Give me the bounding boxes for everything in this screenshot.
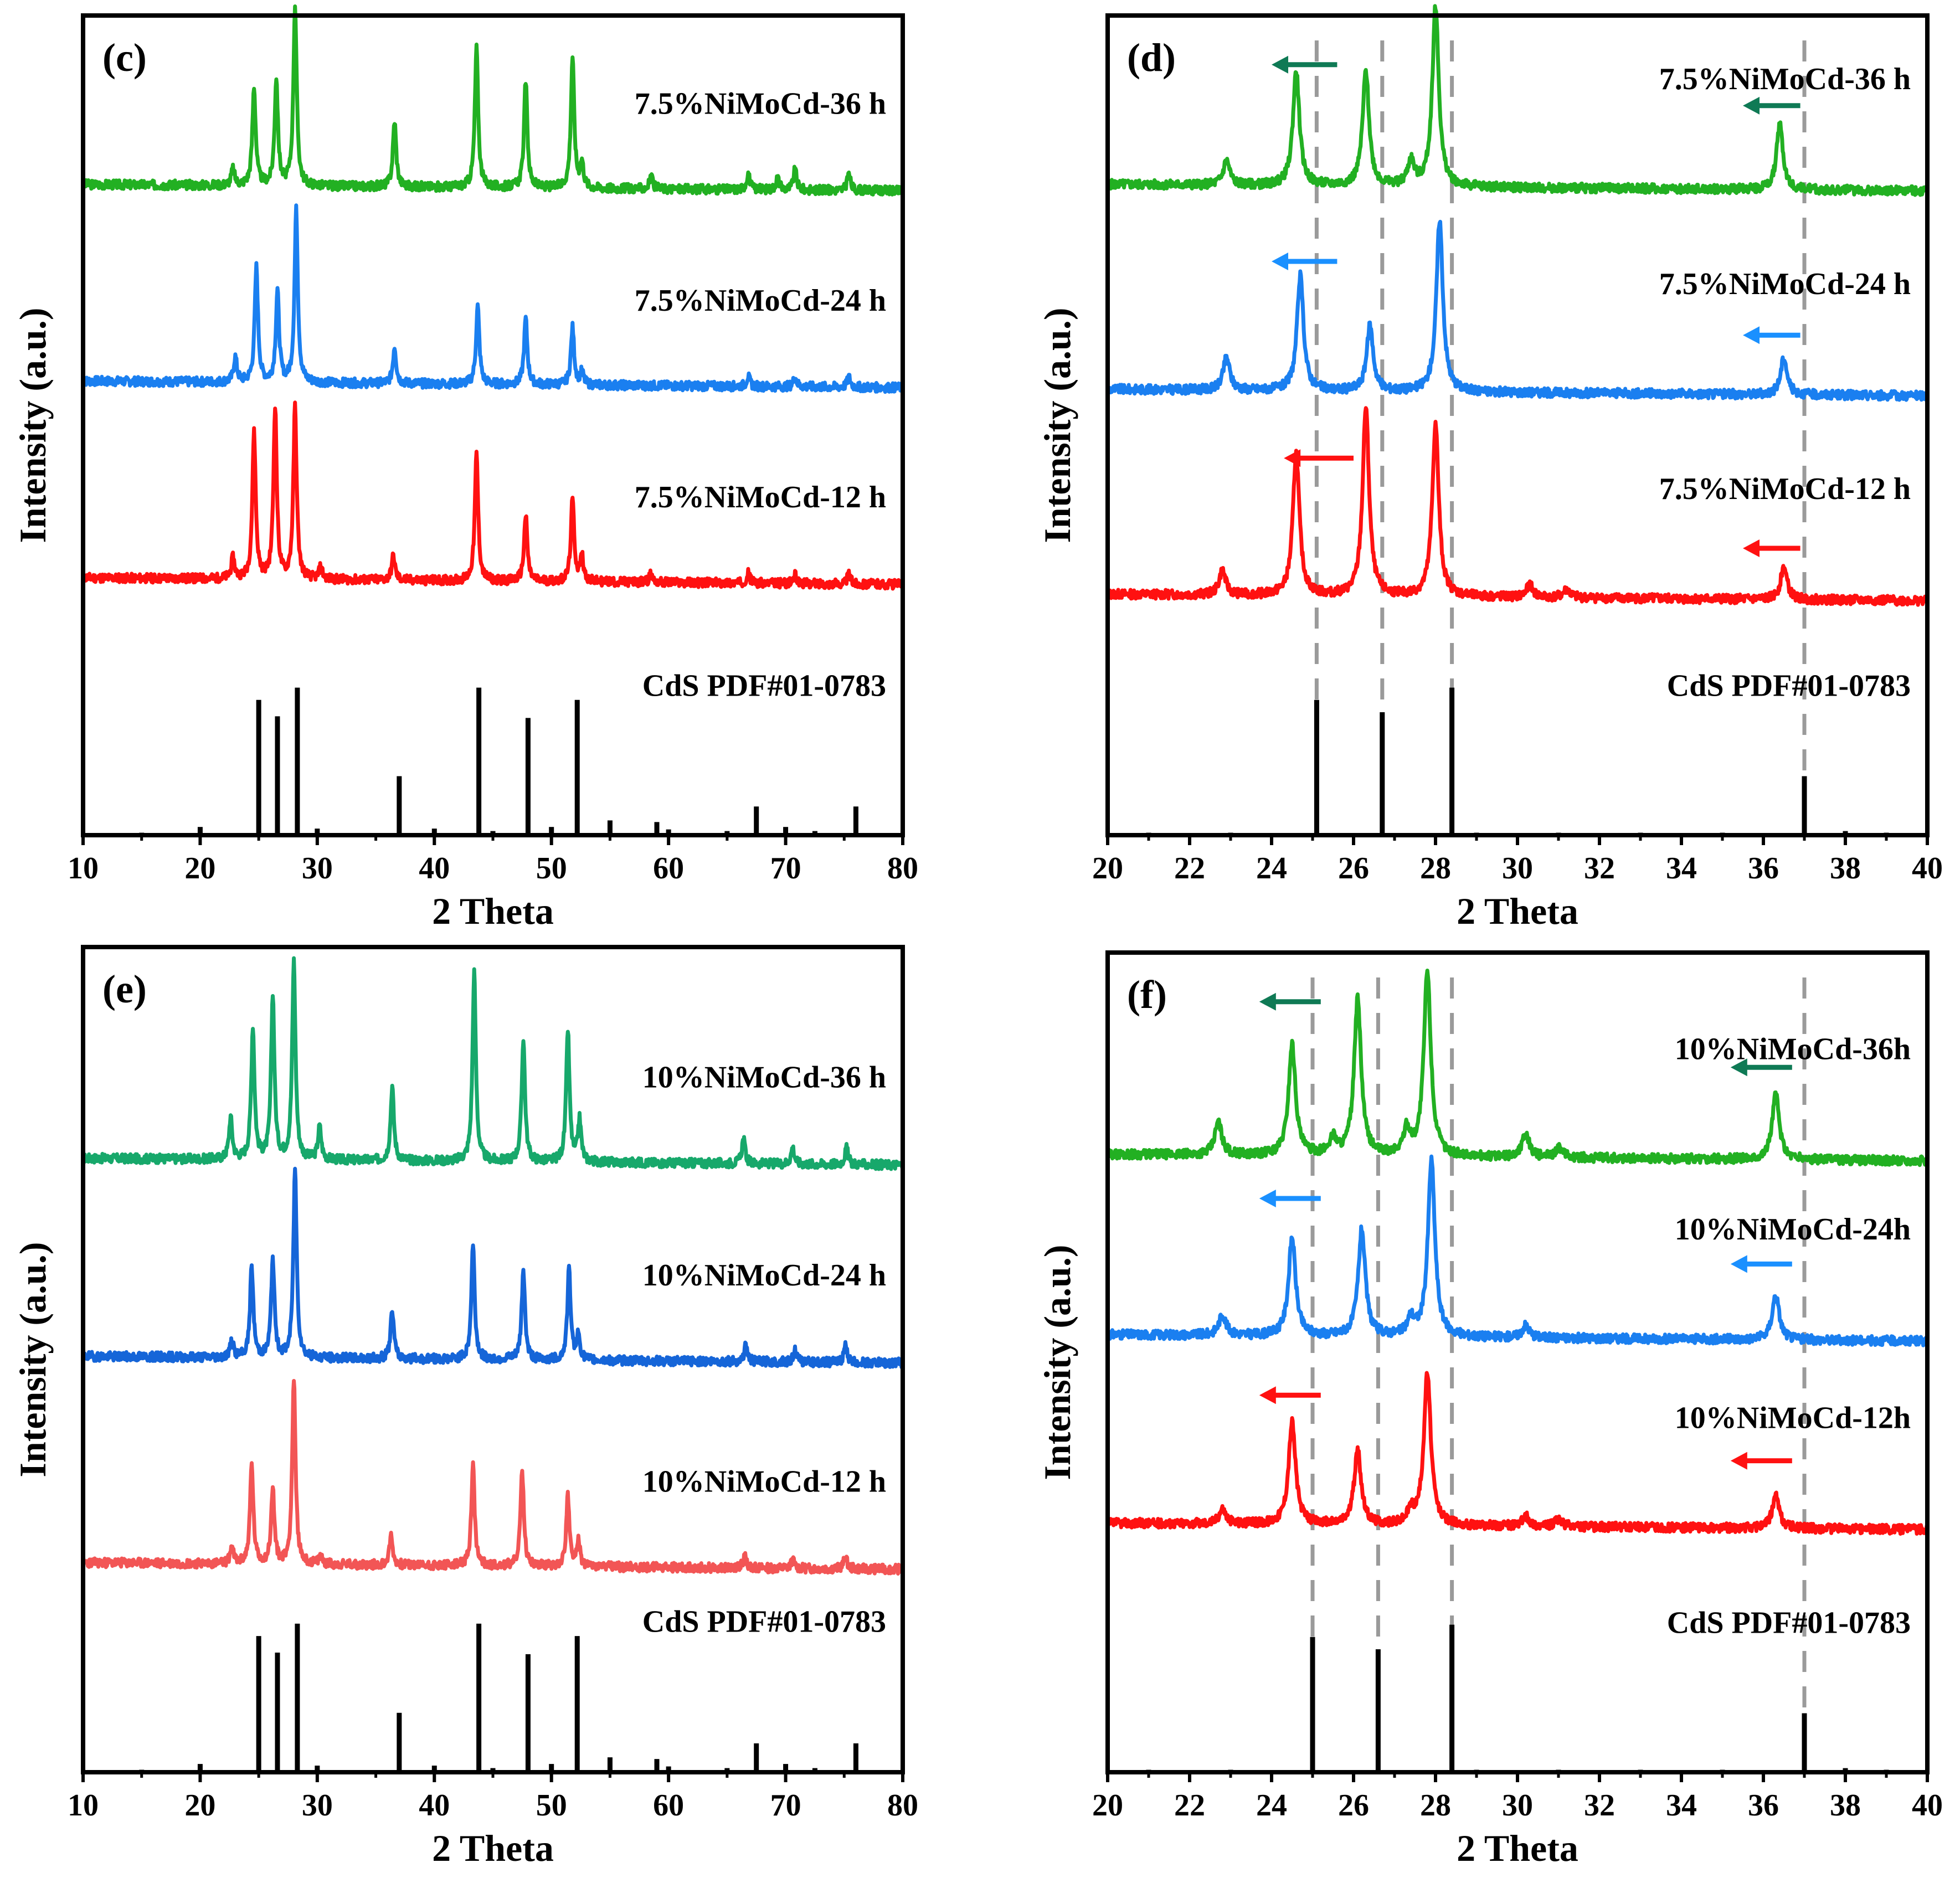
x-tick-label: 20 <box>184 1788 215 1823</box>
x-tick-label: 20 <box>184 851 215 886</box>
x-axis-label: 2 Theta <box>432 890 554 932</box>
x-tick-label: 38 <box>1830 851 1861 886</box>
panel-2: 7.5%NiMoCd-36 h 7.5%NiMoCd-24 h 7.5%NiMoCd… <box>1036 4 1943 932</box>
reference-label: CdS PDF#01-0783 <box>1667 668 1911 703</box>
series-label: 10%NiMoCd-36 h <box>642 1060 886 1094</box>
x-axis-label: 2 Theta <box>432 1827 554 1869</box>
panel-label: (e) <box>102 967 147 1011</box>
x-tick-label: 60 <box>653 851 684 886</box>
plot-frame <box>81 13 905 837</box>
series-label: 7.5%NiMoCd-24 h <box>1659 267 1911 301</box>
y-axis-label: Intensity (a.u.) <box>12 1242 54 1477</box>
series-label: 7.5%NiMoCd-12 h <box>1659 472 1911 506</box>
panel-label: (c) <box>102 35 147 80</box>
x-tick-label: 50 <box>536 851 567 886</box>
panel-3: 10%NiMoCd-36 h 10%NiMoCd-24 h 10%NiMoCd-12… <box>12 945 918 1869</box>
plot-frame <box>1105 950 1930 1774</box>
x-tick-label: 20 <box>1092 851 1123 886</box>
shift-arrow-head <box>1743 96 1760 115</box>
x-tick-label: 80 <box>887 851 918 886</box>
x-tick-label: 34 <box>1666 851 1697 886</box>
reference-label: CdS PDF#01-0783 <box>642 1605 886 1639</box>
x-tick-label: 70 <box>770 1788 801 1823</box>
x-axis-label: 2 Theta <box>1457 1827 1578 1869</box>
x-tick-label: 40 <box>419 1788 450 1823</box>
x-tick-label: 60 <box>653 1788 684 1823</box>
x-tick-label: 24 <box>1256 1788 1287 1823</box>
y-axis-label: Intensity (a.u.) <box>1036 1244 1078 1480</box>
x-tick-label: 30 <box>302 1788 333 1823</box>
x-tick-label: 38 <box>1830 1788 1861 1823</box>
shift-arrow-head <box>1272 55 1288 74</box>
x-tick-label: 22 <box>1174 1788 1205 1823</box>
series-line <box>1105 406 1930 607</box>
x-tick-label: 40 <box>1912 851 1943 886</box>
series-label: 10%NiMoCd-36h <box>1675 1032 1911 1066</box>
x-axis-label: 2 Theta <box>1457 890 1578 932</box>
series-line <box>1105 4 1930 197</box>
x-tick-label: 32 <box>1584 851 1615 886</box>
x-tick-label: 80 <box>887 1788 918 1823</box>
series-label: 10%NiMoCd-24h <box>1675 1212 1911 1247</box>
shift-arrow-head <box>1743 539 1760 557</box>
x-tick-label: 30 <box>1502 1788 1533 1823</box>
series-line <box>1105 969 1930 1167</box>
x-tick-label: 28 <box>1420 1788 1451 1823</box>
series-line <box>81 1378 905 1576</box>
shift-arrow-head <box>1284 449 1301 467</box>
x-tick-label: 70 <box>770 851 801 886</box>
series-label: 7.5%NiMoCd-36 h <box>1659 62 1911 96</box>
x-tick-label: 34 <box>1666 1788 1697 1823</box>
x-tick-label: 40 <box>1912 1788 1943 1823</box>
shift-arrow-head <box>1743 326 1760 344</box>
series-line <box>81 956 905 1171</box>
x-tick-label: 36 <box>1748 851 1779 886</box>
panel-label: (d) <box>1127 35 1176 80</box>
x-tick-label: 28 <box>1420 851 1451 886</box>
series-line <box>81 4 905 197</box>
reference-label: CdS PDF#01-0783 <box>642 668 886 703</box>
series-line <box>81 1166 905 1370</box>
series-label: 10%NiMoCd-12 h <box>642 1464 886 1499</box>
x-tick-label: 10 <box>68 1788 99 1823</box>
y-axis-label: Intensity (a.u.) <box>1036 307 1078 543</box>
x-tick-label: 22 <box>1174 851 1205 886</box>
shift-arrow-head <box>1259 1190 1276 1207</box>
y-axis-label: Intensity (a.u.) <box>12 307 54 543</box>
x-tick-label: 24 <box>1256 851 1287 886</box>
x-tick-label: 30 <box>302 851 333 886</box>
series-label: 7.5%NiMoCd-12 h <box>635 480 886 514</box>
shift-arrow-head <box>1730 1255 1747 1273</box>
x-tick-label: 50 <box>536 1788 567 1823</box>
x-tick-label: 20 <box>1092 1788 1123 1823</box>
x-tick-label: 26 <box>1338 851 1369 886</box>
panel-1: 7.5%NiMoCd-36 h 7.5%NiMoCd-24 h 7.5%NiMoCd… <box>12 4 918 932</box>
x-tick-label: 40 <box>419 851 450 886</box>
x-tick-label: 10 <box>68 851 99 886</box>
shift-arrow-head <box>1272 253 1288 270</box>
plot-frame <box>1105 13 1930 837</box>
shift-arrow-head <box>1730 1452 1747 1470</box>
shift-arrow-head <box>1259 1386 1276 1404</box>
series-label: 10%NiMoCd-12h <box>1675 1401 1911 1435</box>
reference-label: CdS PDF#01-0783 <box>1667 1606 1911 1640</box>
x-tick-label: 30 <box>1502 851 1533 886</box>
series-line <box>1105 219 1930 402</box>
x-tick-label: 32 <box>1584 1788 1615 1823</box>
series-line <box>81 203 905 394</box>
series-line <box>81 400 905 591</box>
series-label: 7.5%NiMoCd-36 h <box>635 87 886 121</box>
series-line <box>1105 1154 1930 1347</box>
series-label: 7.5%NiMoCd-24 h <box>635 284 886 318</box>
shift-arrow-head <box>1259 992 1276 1011</box>
x-tick-label: 36 <box>1748 1788 1779 1823</box>
panel-4: 10%NiMoCd-36h 10%NiMoCd-24h 10%NiMoCd-12h C… <box>1036 950 1943 1869</box>
series-label: 10%NiMoCd-24 h <box>642 1258 886 1293</box>
x-tick-label: 26 <box>1338 1788 1369 1823</box>
shift-arrow-head <box>1730 1058 1747 1077</box>
series-line <box>1105 1371 1930 1536</box>
panel-label: (f) <box>1127 973 1167 1017</box>
